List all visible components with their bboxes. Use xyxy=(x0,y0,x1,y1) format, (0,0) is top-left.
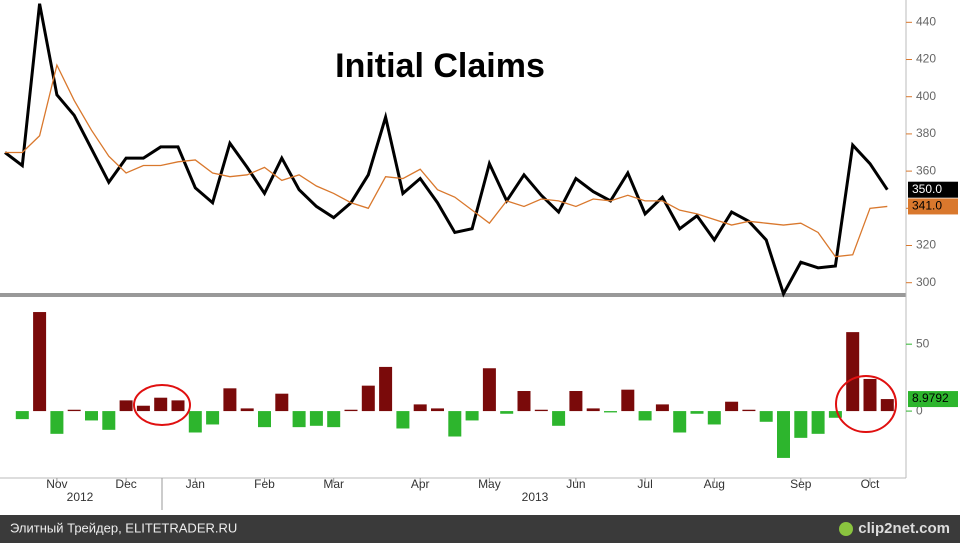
bar xyxy=(258,411,271,428)
bar xyxy=(33,312,47,412)
y-tick-label: 380 xyxy=(916,126,936,140)
footer-logo: clip2net.com xyxy=(858,520,950,537)
x-tick-label: Jan xyxy=(186,477,205,491)
bar xyxy=(344,409,358,412)
x-tick-label: Nov xyxy=(46,477,67,491)
y-tick-label: 420 xyxy=(916,52,936,66)
bar xyxy=(794,411,808,438)
x-tick-label: Aug xyxy=(704,477,725,491)
bar xyxy=(586,408,600,412)
logo-icon xyxy=(839,522,853,536)
bar xyxy=(517,391,531,412)
bar xyxy=(327,411,341,428)
bar xyxy=(102,411,116,430)
y-tick-label: 440 xyxy=(916,14,936,28)
bar xyxy=(707,411,721,425)
bar xyxy=(880,399,894,412)
bar xyxy=(240,408,254,412)
bar xyxy=(431,408,444,412)
bar xyxy=(621,389,635,412)
x-tick-label: Jul xyxy=(637,477,652,491)
x-tick-label: Sep xyxy=(790,477,812,491)
x-tick-label: Feb xyxy=(254,477,275,491)
chart-title: Initial Claims xyxy=(335,47,545,85)
bar xyxy=(846,332,860,412)
bar xyxy=(15,411,29,420)
last-value-label: 341.0 xyxy=(912,199,942,213)
bar xyxy=(275,393,289,412)
bar xyxy=(154,397,168,412)
year-label: 2013 xyxy=(522,490,549,504)
bar xyxy=(759,411,773,422)
bar xyxy=(673,411,687,433)
footer-bar xyxy=(0,515,960,543)
x-tick-label: Mar xyxy=(323,477,344,491)
bar xyxy=(206,411,220,425)
bar xyxy=(85,411,98,421)
bar xyxy=(569,391,583,412)
bar xyxy=(465,411,479,421)
last-value-label: 8.9792 xyxy=(912,391,949,405)
last-value-box xyxy=(908,391,958,408)
last-value-box xyxy=(908,181,958,198)
bar xyxy=(361,385,375,412)
y2-tick-label: 0 xyxy=(916,403,923,417)
bar xyxy=(223,388,237,412)
bar xyxy=(534,409,548,412)
bar xyxy=(171,400,185,412)
last-value-label: 350.0 xyxy=(912,182,942,196)
line xyxy=(4,3,889,298)
bar xyxy=(828,411,842,418)
y-tick-label: 320 xyxy=(916,238,936,252)
bar xyxy=(742,409,756,412)
footer-source: Элитный Трейдер, ELITETRADER.RU xyxy=(10,520,237,535)
bar xyxy=(413,404,427,412)
last-value-box xyxy=(908,198,958,215)
highlight-circle xyxy=(133,384,191,426)
bar xyxy=(777,411,790,458)
x-tick-label: May xyxy=(478,477,501,491)
line xyxy=(5,63,888,258)
bar xyxy=(188,411,202,433)
bar xyxy=(50,411,64,434)
bar xyxy=(119,400,133,412)
bar xyxy=(292,411,306,428)
bar xyxy=(379,366,393,412)
y-tick-label: 400 xyxy=(916,89,936,103)
x-tick-label: Jun xyxy=(566,477,585,491)
bar xyxy=(67,409,81,412)
bar xyxy=(811,411,825,434)
highlight-circle xyxy=(835,375,897,433)
y2-tick-label: 50 xyxy=(916,336,930,350)
x-tick-label: Oct xyxy=(861,477,880,491)
bar xyxy=(396,411,410,429)
bar xyxy=(725,401,739,412)
y-tick-label: 300 xyxy=(916,275,936,289)
y-tick-label: 360 xyxy=(916,163,936,177)
bar xyxy=(136,405,150,412)
bar xyxy=(552,411,566,426)
x-tick-label: Dec xyxy=(115,477,136,491)
bar xyxy=(309,411,323,426)
bar xyxy=(482,368,496,412)
bar xyxy=(863,378,877,412)
bar xyxy=(690,411,704,414)
bar xyxy=(500,411,514,414)
bar xyxy=(448,411,462,437)
bar xyxy=(604,411,617,413)
x-tick-label: Apr xyxy=(411,477,430,491)
year-label: 2012 xyxy=(67,490,94,504)
bar xyxy=(638,411,652,421)
bar xyxy=(655,404,669,412)
